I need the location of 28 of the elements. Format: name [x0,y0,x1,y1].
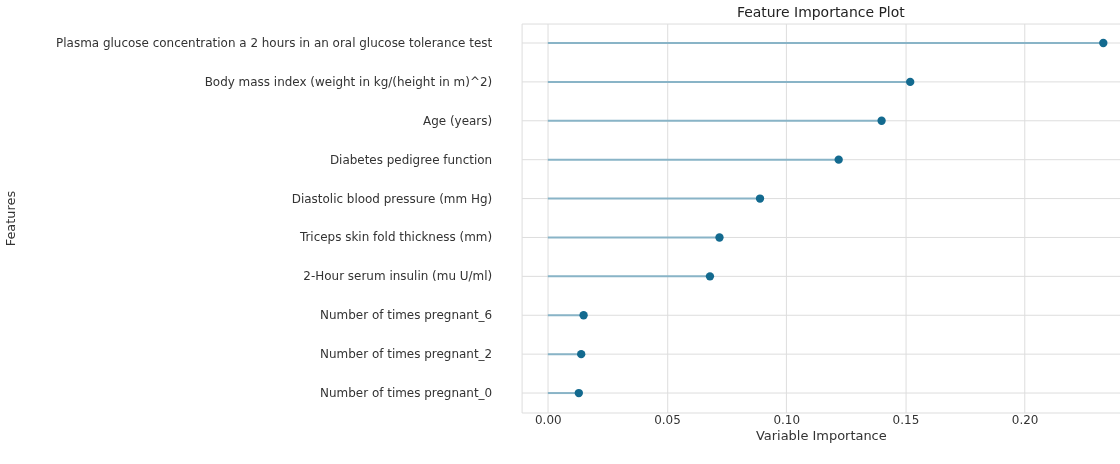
y-tick-label: Plasma glucose concentration a 2 hours in an oral glucose tolerance test [56,35,493,50]
y-tick-label: Triceps skin fold thickness (mm) [298,230,493,245]
x-tick-label: 0.00 [535,412,562,427]
y-tick-label: Age (years) [423,113,493,128]
point [577,349,586,359]
point [834,155,843,164]
x-tick-label: 0.10 [773,412,801,427]
y-tick-label: Diastolic blood pressure (mm Hg) [291,191,493,206]
chart-title: Feature Importance Plot [736,3,906,20]
y-tick-label: Body mass index (weight in kg/(height in m)^2) [204,74,493,89]
x-tick-label: 0.15 [892,412,920,427]
y-tick-label: Number of times pregnant_6 [320,308,493,323]
y-axis-title: Features [3,190,19,247]
y-tick-label: Diabetes pedigree function [329,152,493,167]
y-tick-label: Number of times pregnant_0 [320,386,493,401]
x-tick-label: 0.20 [1011,412,1039,427]
x-tick-label: 0.05 [654,412,681,427]
point [755,194,765,203]
point [705,272,715,281]
point [574,388,583,398]
y-tick-label: Number of times pregnant_2 [320,347,493,362]
point [877,116,886,125]
x-axis-title: Variable Importance [755,427,887,443]
point [579,311,588,320]
y-tick-label: 2-Hour serum insulin (mu U/ml) [303,269,493,284]
point [906,77,915,87]
point [1099,38,1108,48]
point [715,233,724,242]
